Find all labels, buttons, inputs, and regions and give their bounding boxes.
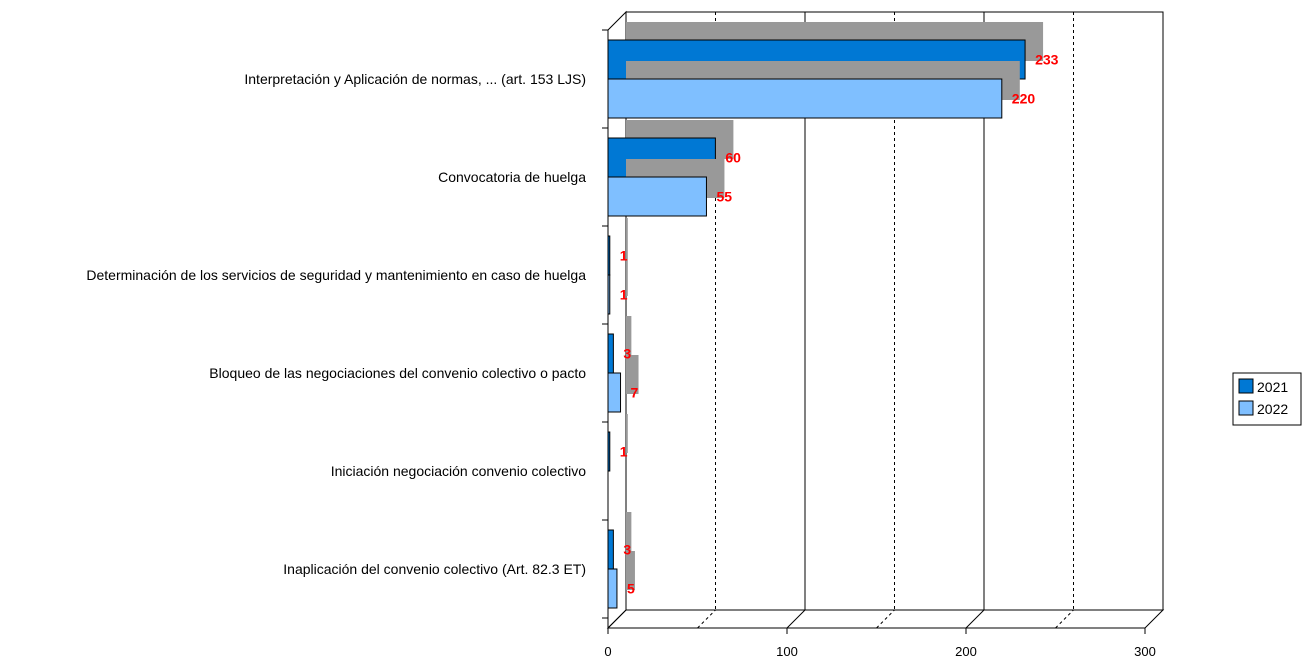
floor-gridline (876, 609, 895, 629)
data-label: 60 (725, 150, 741, 166)
x-axis-ticks: 0 100 200 300 (604, 627, 1156, 659)
bar-shadow (626, 414, 628, 453)
bar-shadow (626, 551, 635, 590)
bar-shadow (626, 355, 639, 394)
legend-label: 2022 (1257, 401, 1288, 417)
bar-2022 (607, 274, 611, 315)
category-label: Interpretación y Aplicación de normas, .… (244, 71, 586, 87)
category-label: Convocatoria de huelga (438, 169, 586, 185)
bar-shadow (626, 512, 632, 551)
legend: 2021 2022 (1232, 372, 1302, 426)
category-label: Bloqueo de las negociaciones del conveni… (209, 365, 586, 381)
x-tick-label: 200 (955, 644, 977, 659)
category-label: Determinación de los servicios de seguri… (86, 267, 586, 283)
floor-gridline (965, 609, 985, 629)
bar-2021 (607, 529, 614, 570)
category-label: Inaplicación del convenio colectivo (Art… (283, 561, 586, 577)
floor-gridline (1055, 609, 1074, 629)
data-label: 1 (620, 248, 628, 264)
category-labels: Interpretación y Aplicación de normas, .… (86, 71, 586, 577)
x-tick-label: 0 (604, 644, 611, 659)
bars (607, 22, 1044, 609)
bar-2022 (607, 78, 1003, 119)
data-label: 233 (1035, 52, 1059, 68)
bar-2022 (607, 372, 622, 413)
bar-2022 (607, 568, 618, 609)
legend-swatch-2022 (1238, 400, 1254, 416)
bar-shadow (626, 316, 632, 355)
floor-gridline (786, 609, 806, 629)
floor-gridline (697, 609, 716, 629)
data-label: 55 (716, 189, 732, 205)
data-label: 7 (631, 385, 639, 401)
data-label: 3 (623, 542, 631, 558)
data-label: 3 (623, 346, 631, 362)
category-label: Iniciación negociación convenio colectiv… (331, 463, 586, 479)
x-tick-label: 100 (776, 644, 798, 659)
legend-label: 2021 (1257, 379, 1288, 395)
legend-swatch-2021 (1238, 378, 1254, 394)
data-label: 1 (620, 287, 628, 303)
data-label: 1 (620, 444, 628, 460)
data-label: 220 (1012, 91, 1036, 107)
bar-2021 (607, 431, 611, 472)
data-label: 5 (627, 581, 635, 597)
x-tick-label: 300 (1134, 644, 1156, 659)
bar-2021 (607, 333, 614, 374)
bar-shadow (626, 218, 628, 257)
bar-2021 (607, 235, 611, 276)
bar-shadow (626, 257, 628, 296)
bar-2022 (607, 176, 707, 217)
